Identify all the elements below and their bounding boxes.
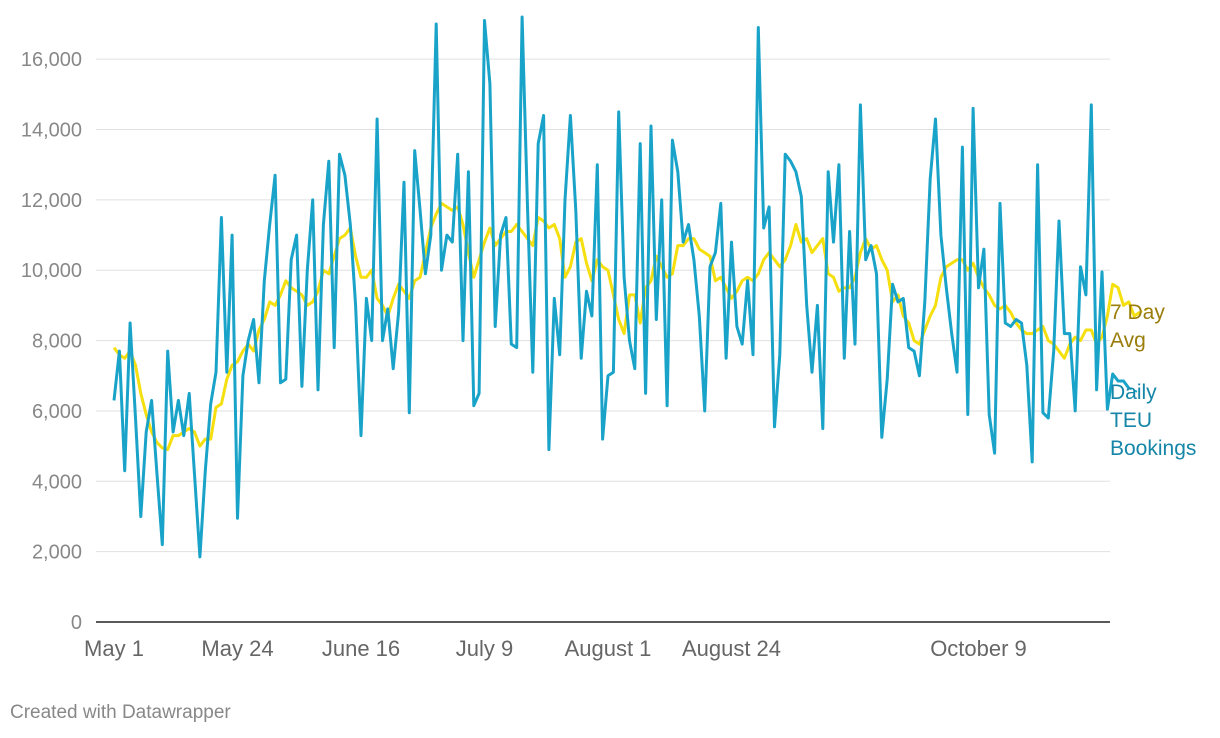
x-axis: May 1 May 24 June 16 July 9 August 1 August 2… xyxy=(84,621,1110,661)
y-axis: 0 2,000 4,000 6,000 8,000 10,000 12,000 14,000 1… xyxy=(21,49,82,634)
series-label: Daily xyxy=(1110,381,1157,404)
x-tick-label: June 16 xyxy=(322,636,400,661)
x-tick-label: May 24 xyxy=(201,636,273,661)
y-tick-label: 12,000 xyxy=(21,190,82,212)
y-tick-label: 14,000 xyxy=(21,120,82,142)
x-tick-label: October 9 xyxy=(930,636,1027,661)
daily-bookings-line xyxy=(112,15,1131,559)
y-tick-label: 0 xyxy=(71,612,82,634)
y-tick-label: 6,000 xyxy=(32,401,82,423)
series-label: Bookings xyxy=(1110,437,1196,460)
y-tick-label: 16,000 xyxy=(21,49,82,71)
line-chart: 0 2,000 4,000 6,000 8,000 10,000 12,000 14,000 1… xyxy=(21,15,1196,661)
x-tick-label: May 1 xyxy=(84,636,144,661)
y-tick-label: 4,000 xyxy=(32,471,82,493)
x-tick-label: July 9 xyxy=(456,636,513,661)
y-tick-label: 2,000 xyxy=(32,542,82,564)
y-tick-label: 10,000 xyxy=(21,260,82,282)
series-label: Avg xyxy=(1110,329,1146,352)
series-label: 7 Day xyxy=(1110,301,1165,324)
series-label-connector xyxy=(1128,387,1139,393)
y-tick-label: 8,000 xyxy=(32,331,82,353)
series-lines xyxy=(112,15,1149,559)
series-label: TEU xyxy=(1110,409,1152,432)
series-label-connector xyxy=(1139,307,1149,314)
footer-credit: Created with Datawrapper xyxy=(10,702,231,723)
series-labels: 7 Day Avg Daily TEU Bookings xyxy=(1110,301,1196,460)
x-tick-label: August 1 xyxy=(565,636,652,661)
x-tick-label: August 24 xyxy=(682,636,781,661)
